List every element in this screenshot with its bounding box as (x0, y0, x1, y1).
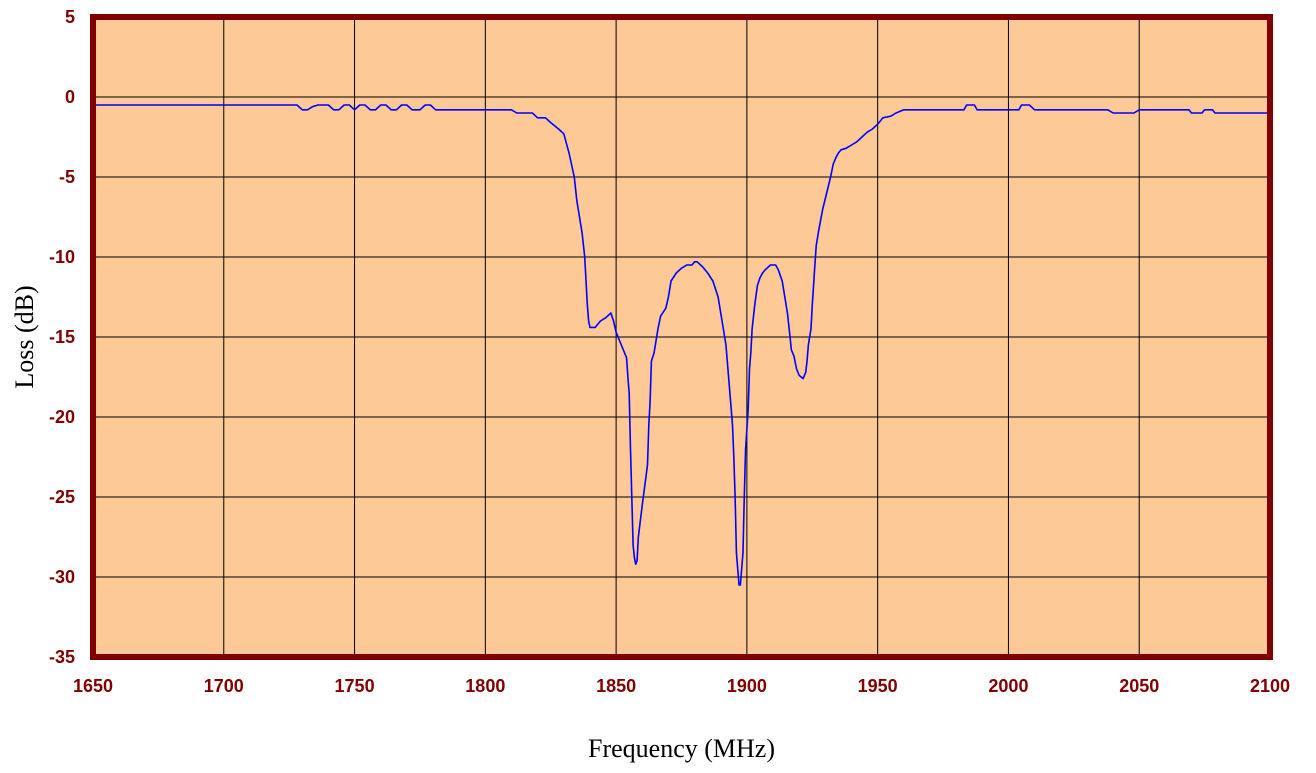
x-tick-label-2000: 2000 (988, 676, 1028, 696)
y-tick-label-neg30: -30 (49, 567, 75, 587)
y-axis-title: Loss (dB) (10, 285, 39, 388)
x-axis-title: Frequency (MHz) (588, 734, 775, 763)
grid-lines (93, 17, 1270, 657)
y-tick-label-0: 0 (65, 87, 75, 107)
y-tick-label-neg15: -15 (49, 327, 75, 347)
series-layer (93, 104, 1270, 586)
plot-frame (90, 14, 1273, 660)
y-tick-label-neg20: -20 (49, 407, 75, 427)
x-tick-label-1700: 1700 (204, 676, 244, 696)
x-tick-label-2050: 2050 (1119, 676, 1159, 696)
x-tick-label-1850: 1850 (596, 676, 636, 696)
y-tick-label-5: 5 (65, 7, 75, 27)
y-tick-label-neg25: -25 (49, 487, 75, 507)
y-axis-tick-labels: 5 0 -5 -10 -15 -20 -25 -30 -35 (49, 7, 75, 667)
y-tick-label-neg35: -35 (49, 647, 75, 667)
x-tick-label-1900: 1900 (727, 676, 767, 696)
x-tick-label-1750: 1750 (335, 676, 375, 696)
y-tick-label-neg5: -5 (59, 167, 75, 187)
x-tick-label-2100: 2100 (1250, 676, 1290, 696)
x-axis-tick-labels: 1650 1700 1750 1800 1850 1900 1950 2000 2050 2100 (73, 676, 1290, 696)
x-tick-label-1650: 1650 (73, 676, 113, 696)
x-tick-label-1950: 1950 (858, 676, 898, 696)
y-tick-label-neg10: -10 (49, 247, 75, 267)
series-line-1 (93, 104, 1270, 586)
x-tick-label-1800: 1800 (465, 676, 505, 696)
